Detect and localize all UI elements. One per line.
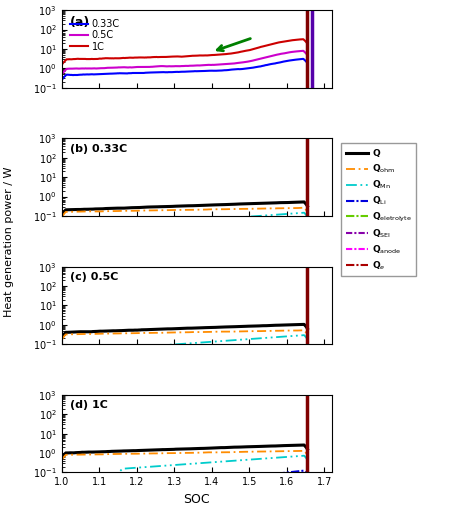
Text: Heat generation power / W: Heat generation power / W — [4, 166, 15, 316]
Text: (a): (a) — [70, 16, 90, 28]
Text: (c) 0.5C: (c) 0.5C — [70, 272, 118, 282]
Legend: $\mathbf{Q}$, $\mathbf{Q}_{\rm ohm}$, $\mathbf{Q}_{\rm Mn}$, $\mathbf{Q}_{\rm Li: $\mathbf{Q}$, $\mathbf{Q}_{\rm ohm}$, $\… — [341, 143, 416, 276]
X-axis label: SOC: SOC — [183, 493, 210, 506]
Text: (d) 1C: (d) 1C — [70, 400, 108, 410]
Legend: 0.33C, 0.5C, 1C: 0.33C, 0.5C, 1C — [66, 15, 124, 56]
Text: (b) 0.33C: (b) 0.33C — [70, 144, 127, 154]
